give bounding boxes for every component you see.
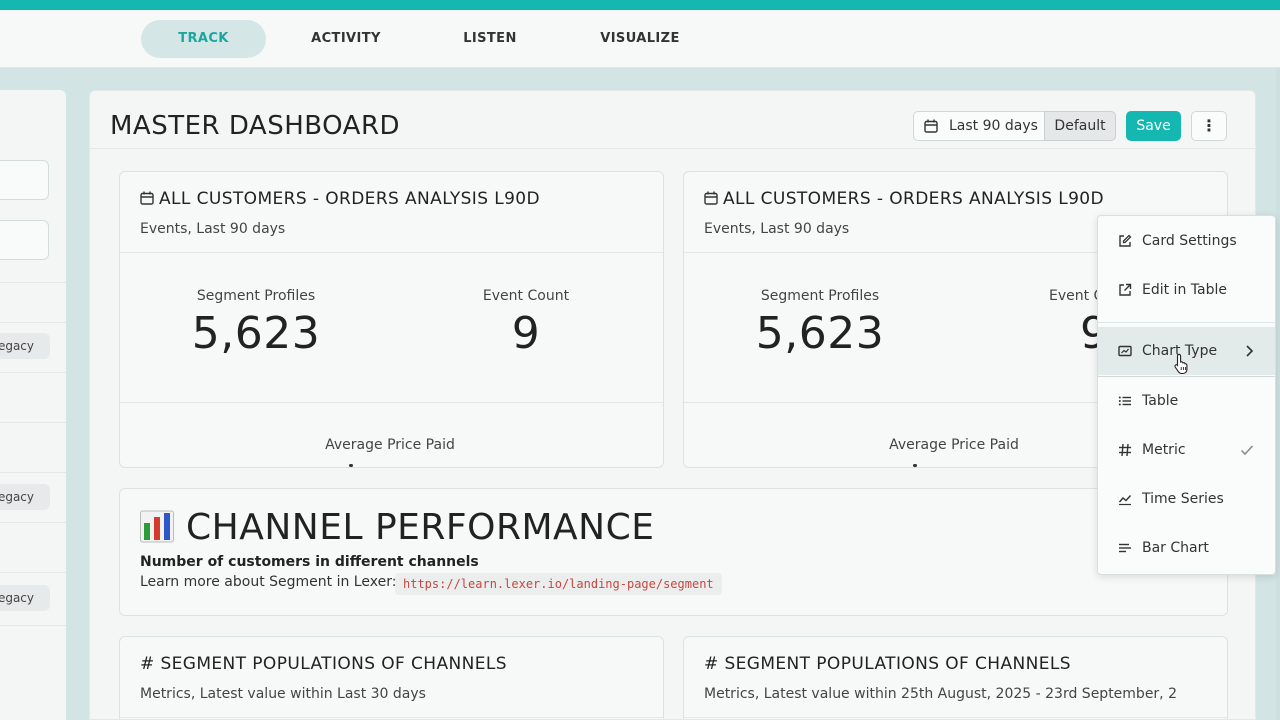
metric-value: 5,623	[755, 308, 885, 359]
card-divider	[120, 717, 663, 718]
card-title: ALL CUSTOMERS - ORDERS ANALYSIS L90D	[140, 189, 540, 209]
menu-item-table[interactable]: Table	[1098, 377, 1275, 425]
menu-item-time-series[interactable]: Time Series	[1098, 475, 1275, 523]
menu-item-label: Edit in Table	[1142, 282, 1227, 298]
calendar-icon	[140, 191, 154, 205]
card-divider	[684, 717, 1227, 718]
card-divider	[120, 402, 663, 403]
metric-label: Event Count	[482, 288, 570, 304]
orders-analysis-card: ALL CUSTOMERS - ORDERS ANALYSIS L90D Eve…	[119, 171, 664, 468]
right-edge-strip	[1276, 68, 1280, 720]
metric-label: Average Price Paid	[325, 437, 455, 453]
dashboard-header: MASTER DASHBOARD Last 90 days Default Sa…	[90, 91, 1255, 149]
menu-item-bar-chart[interactable]: Bar Chart	[1098, 524, 1275, 572]
card-title-text: ALL CUSTOMERS - ORDERS ANALYSIS L90D	[723, 189, 1104, 209]
metric-value: 5,623	[191, 308, 321, 359]
sidebar-field[interactable]	[0, 160, 49, 200]
card-subtitle: Events, Last 90 days	[140, 221, 286, 237]
save-button[interactable]: Save	[1126, 111, 1181, 141]
metric-label: Event C	[1049, 288, 1104, 304]
menu-divider	[1098, 322, 1275, 323]
sidebar-divider	[0, 372, 66, 373]
date-range-button[interactable]: Last 90 days	[913, 111, 1045, 141]
channel-performance-title: CHANNEL PERFORMANCE	[140, 507, 654, 548]
metric-label: Segment Profiles	[196, 288, 316, 304]
hash-icon	[1119, 443, 1131, 457]
sidebar-divider	[0, 422, 66, 423]
tab-track[interactable]: TRACK	[141, 20, 266, 58]
sidebar-divider	[0, 625, 66, 626]
segment-populations-card: # SEGMENT POPULATIONS OF CHANNELS Metric…	[683, 636, 1228, 719]
card-context-menu: Card Settings Edit in Table Chart Type T…	[1097, 215, 1276, 575]
menu-item-label: Metric	[1142, 442, 1186, 458]
sidebar-legacy-badge[interactable]: egacy	[0, 484, 50, 510]
tab-activity[interactable]: ACTIVITY	[311, 31, 381, 46]
card-title: # SEGMENT POPULATIONS OF CHANNELS	[140, 654, 507, 674]
card-title-text: ALL CUSTOMERS - ORDERS ANALYSIS L90D	[159, 189, 540, 209]
sidebar-divider	[0, 282, 66, 283]
sidebar-field[interactable]	[0, 220, 49, 260]
bar-chart-emoji-icon	[140, 510, 174, 543]
menu-item-label: Card Settings	[1142, 233, 1237, 249]
chevron-right-icon	[1246, 345, 1254, 357]
menu-item-label: Chart Type	[1142, 343, 1218, 359]
menu-item-edit-in-table[interactable]: Edit in Table	[1098, 266, 1275, 314]
tab-listen[interactable]: LISTEN	[463, 31, 517, 46]
more-options-button[interactable]: ⋮	[1191, 111, 1227, 141]
dashboard-panel: MASTER DASHBOARD Last 90 days Default Sa…	[89, 90, 1256, 720]
date-range-label: Last 90 days	[949, 118, 1038, 134]
chart-type-icon	[1118, 345, 1132, 357]
menu-item-card-settings[interactable]: Card Settings	[1098, 217, 1275, 265]
metric-indicator	[913, 464, 917, 467]
tab-visualize[interactable]: VISUALIZE	[600, 31, 680, 46]
sidebar-divider	[0, 472, 66, 473]
card-subtitle: Metrics, Latest value within 25th August…	[704, 686, 1177, 702]
card-divider	[684, 252, 1227, 253]
calendar-icon	[924, 119, 938, 133]
left-sidebar: egacy egacy egacy	[0, 90, 66, 720]
chart-type-submenu: Table Metric Time Series	[1098, 376, 1275, 575]
card-divider	[684, 402, 1227, 403]
card-title: ALL CUSTOMERS - ORDERS ANALYSIS L90D	[704, 189, 1104, 209]
calendar-icon	[704, 191, 718, 205]
menu-item-metric[interactable]: Metric	[1098, 426, 1275, 474]
top-accent-bar	[0, 0, 1280, 10]
bar-lines-icon	[1119, 543, 1131, 553]
trend-icon	[1118, 495, 1132, 506]
channel-performance-card: CHANNEL PERFORMANCE Number of customers …	[119, 488, 1228, 616]
sidebar-divider	[0, 572, 66, 573]
metric-value: 9	[511, 308, 541, 359]
default-button[interactable]: Default	[1044, 111, 1116, 141]
edit-icon	[1119, 234, 1132, 247]
metric-indicator	[349, 464, 353, 467]
card-divider	[120, 252, 663, 253]
top-navigation: TRACK ACTIVITY LISTEN VISUALIZE	[0, 10, 1280, 68]
sidebar-legacy-badge[interactable]: egacy	[0, 333, 50, 359]
learn-more-text: Learn more about Segment in Lexer:	[140, 574, 397, 590]
list-icon	[1118, 396, 1131, 406]
external-link-icon	[1119, 283, 1132, 296]
metric-label: Average Price Paid	[889, 437, 1019, 453]
menu-item-label: Table	[1142, 393, 1179, 409]
channel-performance-description: Number of customers in different channel…	[140, 554, 479, 570]
menu-item-label: Bar Chart	[1142, 540, 1209, 556]
hand-cursor-icon	[1174, 353, 1188, 375]
channel-performance-title-text: CHANNEL PERFORMANCE	[186, 507, 655, 548]
sidebar-divider	[0, 322, 66, 323]
page-title: MASTER DASHBOARD	[110, 111, 401, 141]
learn-more-link[interactable]: https://learn.lexer.io/landing-page/segm…	[395, 573, 722, 595]
segment-populations-card: # SEGMENT POPULATIONS OF CHANNELS Metric…	[119, 636, 664, 719]
card-subtitle: Metrics, Latest value within Last 30 day…	[140, 686, 426, 702]
card-subtitle: Events, Last 90 days	[704, 221, 850, 237]
card-title: # SEGMENT POPULATIONS OF CHANNELS	[704, 654, 1071, 674]
metric-label: Segment Profiles	[760, 288, 880, 304]
sidebar-legacy-badge[interactable]: egacy	[0, 585, 50, 611]
checkmark-icon	[1240, 445, 1254, 456]
sidebar-divider	[0, 522, 66, 523]
menu-item-label: Time Series	[1142, 491, 1224, 507]
